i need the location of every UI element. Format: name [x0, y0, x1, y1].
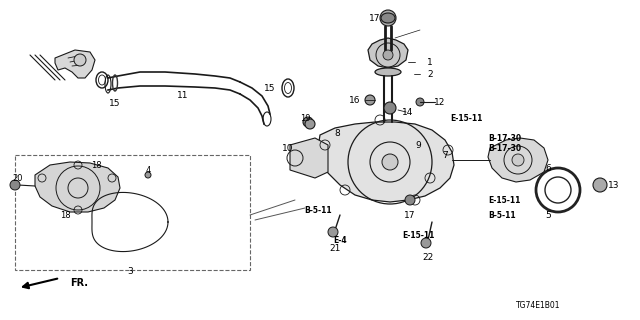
Text: TG74E1B01: TG74E1B01	[515, 300, 560, 309]
Polygon shape	[35, 162, 120, 212]
Ellipse shape	[375, 68, 401, 76]
Circle shape	[512, 154, 524, 166]
Text: 15: 15	[264, 84, 276, 92]
Text: E-15-11: E-15-11	[488, 196, 520, 204]
Circle shape	[328, 227, 338, 237]
Bar	[15, 155, 250, 270]
Circle shape	[383, 50, 393, 60]
Text: 20: 20	[13, 173, 23, 182]
Text: 1: 1	[427, 58, 433, 67]
Text: 14: 14	[403, 108, 413, 116]
Polygon shape	[368, 38, 408, 68]
Circle shape	[416, 98, 424, 106]
Text: 18: 18	[60, 211, 70, 220]
Text: E-15-11: E-15-11	[450, 114, 483, 123]
Text: 5: 5	[545, 211, 551, 220]
Text: E-4: E-4	[333, 236, 347, 244]
Circle shape	[74, 54, 86, 66]
Text: E-15-11: E-15-11	[402, 230, 434, 239]
Circle shape	[145, 172, 151, 178]
Text: 21: 21	[330, 244, 340, 252]
Circle shape	[593, 178, 607, 192]
Text: 12: 12	[435, 98, 445, 107]
Circle shape	[380, 10, 396, 26]
Polygon shape	[318, 122, 454, 202]
Polygon shape	[488, 138, 548, 182]
Text: B-5-11: B-5-11	[488, 211, 516, 220]
Text: 6: 6	[545, 164, 551, 172]
Text: 9: 9	[415, 140, 421, 149]
Text: FR.: FR.	[70, 278, 88, 288]
Circle shape	[305, 119, 315, 129]
Text: B-5-11: B-5-11	[304, 205, 332, 214]
Circle shape	[421, 238, 431, 248]
Text: 3: 3	[127, 268, 133, 276]
Polygon shape	[290, 138, 328, 178]
Text: 22: 22	[422, 253, 434, 262]
Text: B-17-30: B-17-30	[488, 133, 521, 142]
Text: 17: 17	[404, 211, 416, 220]
Circle shape	[365, 95, 375, 105]
Polygon shape	[55, 50, 95, 78]
Ellipse shape	[381, 13, 395, 23]
Text: 4: 4	[145, 165, 150, 174]
Circle shape	[405, 195, 415, 205]
Text: 7: 7	[442, 150, 448, 159]
Text: 15: 15	[109, 99, 121, 108]
Text: 13: 13	[608, 180, 620, 189]
Circle shape	[303, 117, 313, 127]
Circle shape	[382, 154, 398, 170]
Text: 11: 11	[177, 91, 189, 100]
Text: 19: 19	[300, 114, 310, 123]
Text: 2: 2	[427, 69, 433, 78]
Text: 17: 17	[369, 13, 381, 22]
Circle shape	[10, 180, 20, 190]
Text: B-17-30: B-17-30	[488, 143, 521, 153]
Text: 8: 8	[334, 129, 340, 138]
Text: 16: 16	[349, 95, 360, 105]
Circle shape	[384, 102, 396, 114]
Text: 10: 10	[282, 143, 294, 153]
Text: 18: 18	[91, 161, 101, 170]
